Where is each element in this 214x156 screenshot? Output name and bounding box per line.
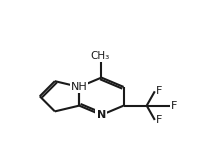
Text: NH: NH bbox=[71, 82, 88, 92]
Text: F: F bbox=[156, 86, 162, 96]
Text: N: N bbox=[97, 110, 106, 120]
Text: F: F bbox=[171, 101, 177, 111]
Text: F: F bbox=[156, 115, 162, 125]
Text: CH₃: CH₃ bbox=[91, 51, 110, 61]
